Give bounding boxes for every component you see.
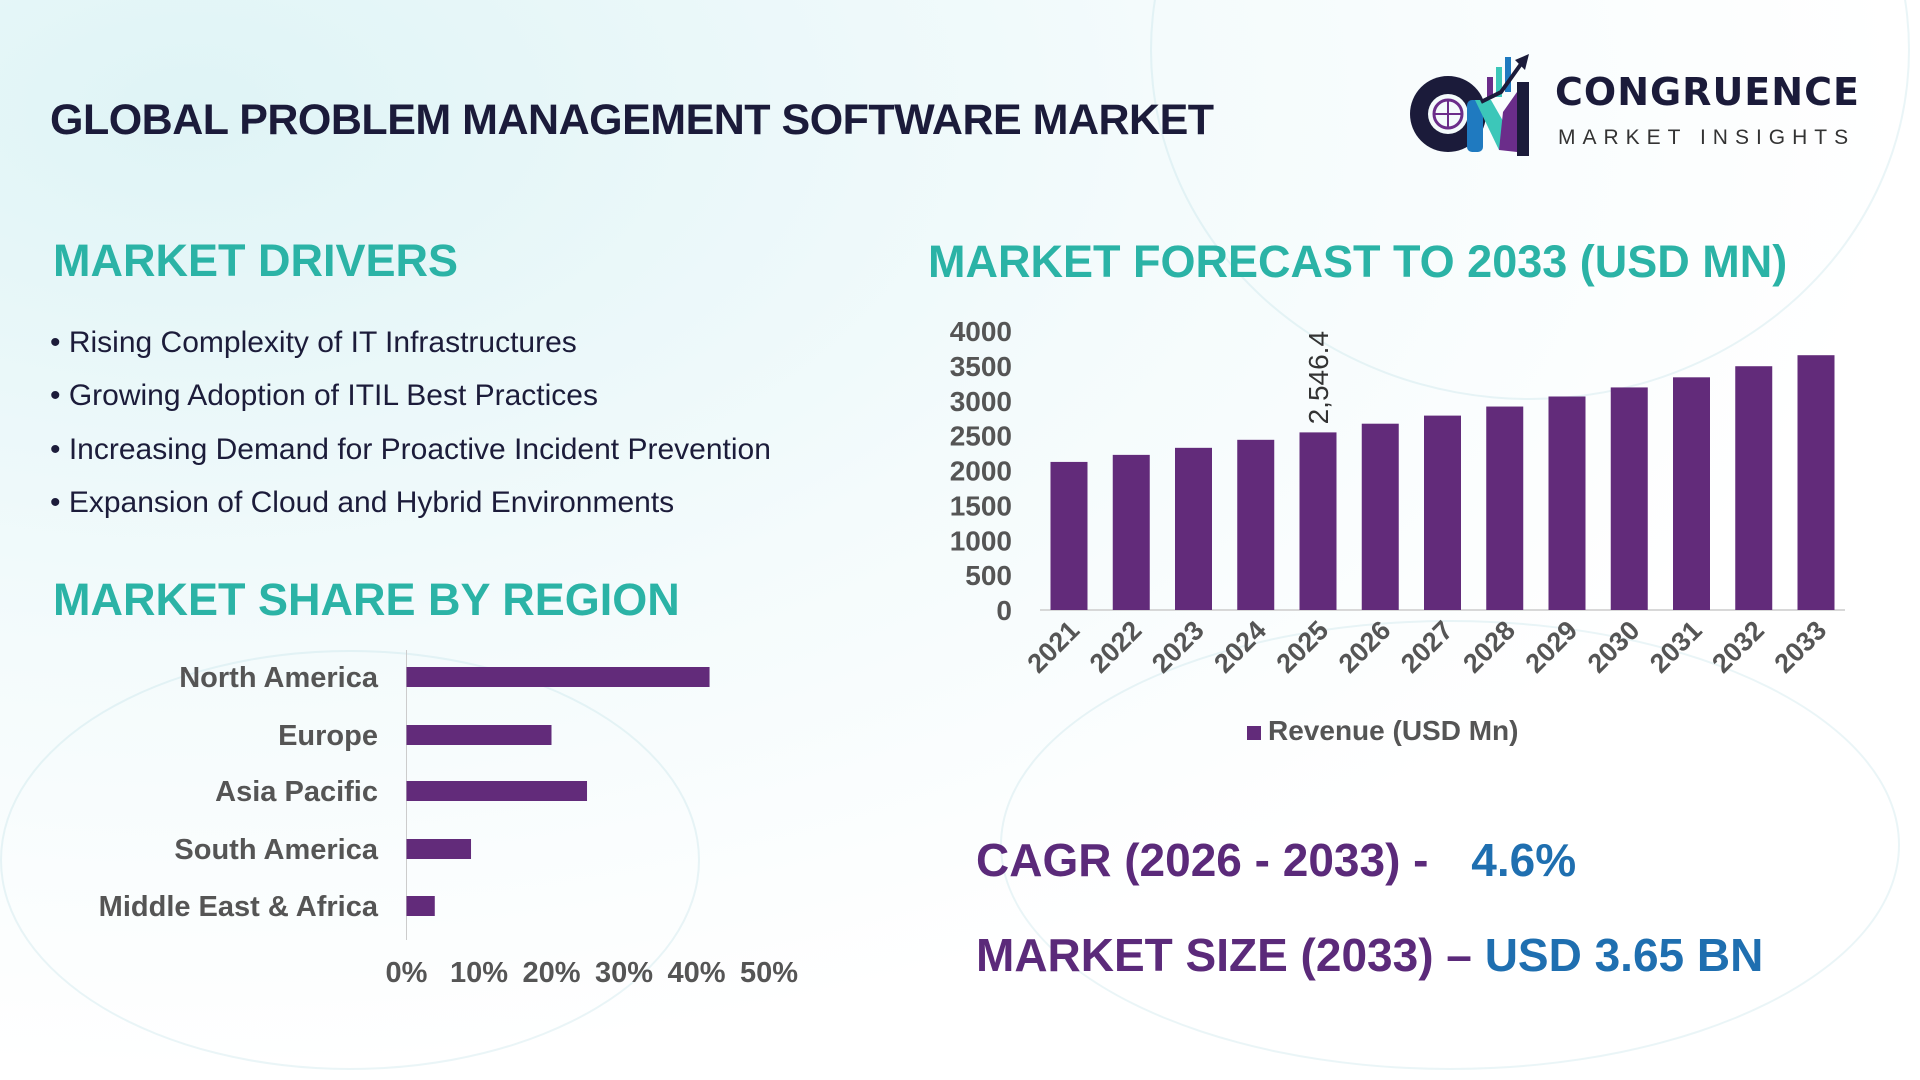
x-tick-label: 2023 — [1146, 615, 1210, 679]
y-tick-label: 3000 — [950, 386, 1012, 417]
x-tick-label: 2027 — [1395, 615, 1459, 679]
category-label: Europe — [278, 720, 378, 752]
forecast-heading: MARKET FORECAST TO 2033 (USD MN) — [928, 236, 1788, 287]
driver-text: Expansion of Cloud and Hybrid Environmen… — [68, 486, 675, 519]
bar-2022 — [1112, 454, 1150, 610]
bar-2026 — [1361, 423, 1399, 610]
legend-swatch — [1247, 726, 1261, 740]
y-tick-label: 1500 — [950, 490, 1012, 521]
y-tick-label: 0 — [996, 595, 1012, 626]
bar-2031 — [1673, 377, 1710, 610]
bar-europe — [406, 725, 552, 745]
cagr-label: CAGR (2026 - 2033) - — [976, 834, 1429, 886]
market-size-label: MARKET SIZE (2033) – — [976, 929, 1472, 981]
y-tick-label: 2000 — [950, 456, 1012, 487]
bar-2030 — [1610, 387, 1648, 610]
x-tick-label: 2029 — [1520, 615, 1584, 679]
bar-2029 — [1548, 396, 1586, 610]
background-decoration — [0, 650, 700, 1070]
x-tick-label: 40% — [667, 957, 725, 989]
bar-2027 — [1424, 415, 1461, 610]
x-tick-label: 2022 — [1084, 615, 1148, 679]
bar-asia-pacific — [406, 781, 588, 801]
bar-2023 — [1175, 447, 1212, 610]
y-tick-label: 1000 — [950, 525, 1012, 556]
bar-2025 — [1299, 432, 1337, 610]
x-tick-label: 2028 — [1457, 615, 1521, 679]
x-tick-label: 10% — [450, 957, 508, 989]
x-tick-label: 2033 — [1769, 615, 1833, 679]
x-tick-label: 20% — [522, 957, 580, 989]
market-size-line: MARKET SIZE (2033) – USD 3.65 BN — [976, 928, 1763, 982]
legend-label: Revenue (USD Mn) — [1268, 715, 1518, 746]
drivers-heading: MARKET DRIVERS — [53, 235, 459, 286]
logo: CONGRUENCE MARKET INSIGHTS — [1403, 52, 1873, 162]
region-heading: MARKET SHARE BY REGION — [53, 574, 680, 625]
x-tick-label: 2031 — [1644, 615, 1708, 679]
driver-text: Growing Adoption of ITIL Best Practices — [68, 379, 598, 412]
cagr-line: CAGR (2026 - 2033) - 4.6% — [976, 833, 1576, 887]
x-tick-label: 2025 — [1271, 615, 1335, 679]
category-label: Middle East & Africa — [99, 891, 379, 923]
logo-tagline: MARKET INSIGHTS — [1558, 126, 1856, 149]
bar-2021 — [1050, 461, 1088, 610]
bar-2024 — [1237, 439, 1275, 610]
driver-item: • Increasing Demand for Proactive Incide… — [50, 433, 771, 466]
y-tick-label: 3500 — [950, 351, 1012, 382]
driver-text: Increasing Demand for Proactive Incident… — [68, 433, 771, 466]
x-tick-label: 2030 — [1582, 615, 1646, 679]
bar-2028 — [1486, 406, 1524, 610]
bar-2033 — [1797, 355, 1835, 610]
category-label: South America — [174, 834, 378, 866]
bar-2032 — [1735, 366, 1773, 610]
x-tick-label: 30% — [595, 957, 653, 989]
bar-south-america — [406, 839, 472, 859]
data-label: 2,546.4 — [1303, 331, 1334, 424]
cagr-value: 4.6% — [1471, 834, 1577, 886]
category-label: Asia Pacific — [215, 776, 378, 808]
y-tick-label: 500 — [965, 560, 1012, 591]
bar-north-america — [406, 667, 710, 687]
driver-text: Rising Complexity of IT Infrastructures — [68, 326, 577, 359]
y-tick-label: 4000 — [950, 316, 1012, 347]
driver-item: • Rising Complexity of IT Infrastructure… — [50, 326, 577, 359]
region-bar-chart: North America Europe Asia Pacific South Ame… — [99, 650, 798, 989]
y-tick-label: 2500 — [950, 421, 1012, 452]
market-size-value: USD 3.65 BN — [1484, 929, 1764, 981]
bar-middle-east-africa — [406, 896, 435, 916]
x-tick-label: 0% — [386, 957, 428, 989]
x-tick-label: 2021 — [1022, 615, 1086, 679]
x-tick-label: 50% — [740, 957, 798, 989]
driver-item: • Expansion of Cloud and Hybrid Environm… — [50, 486, 675, 519]
logo-mark-icon — [1410, 54, 1529, 156]
x-tick-label: 2024 — [1208, 615, 1272, 679]
background-decoration — [1000, 620, 1900, 1070]
logo-name: CONGRUENCE — [1555, 70, 1860, 114]
category-label: North America — [179, 662, 379, 694]
page-title: GLOBAL PROBLEM MANAGEMENT SOFTWARE MARKE… — [50, 96, 1214, 144]
x-tick-label: 2026 — [1333, 615, 1397, 679]
driver-item: • Growing Adoption of ITIL Best Practice… — [50, 379, 598, 412]
x-tick-label: 2032 — [1706, 615, 1770, 679]
